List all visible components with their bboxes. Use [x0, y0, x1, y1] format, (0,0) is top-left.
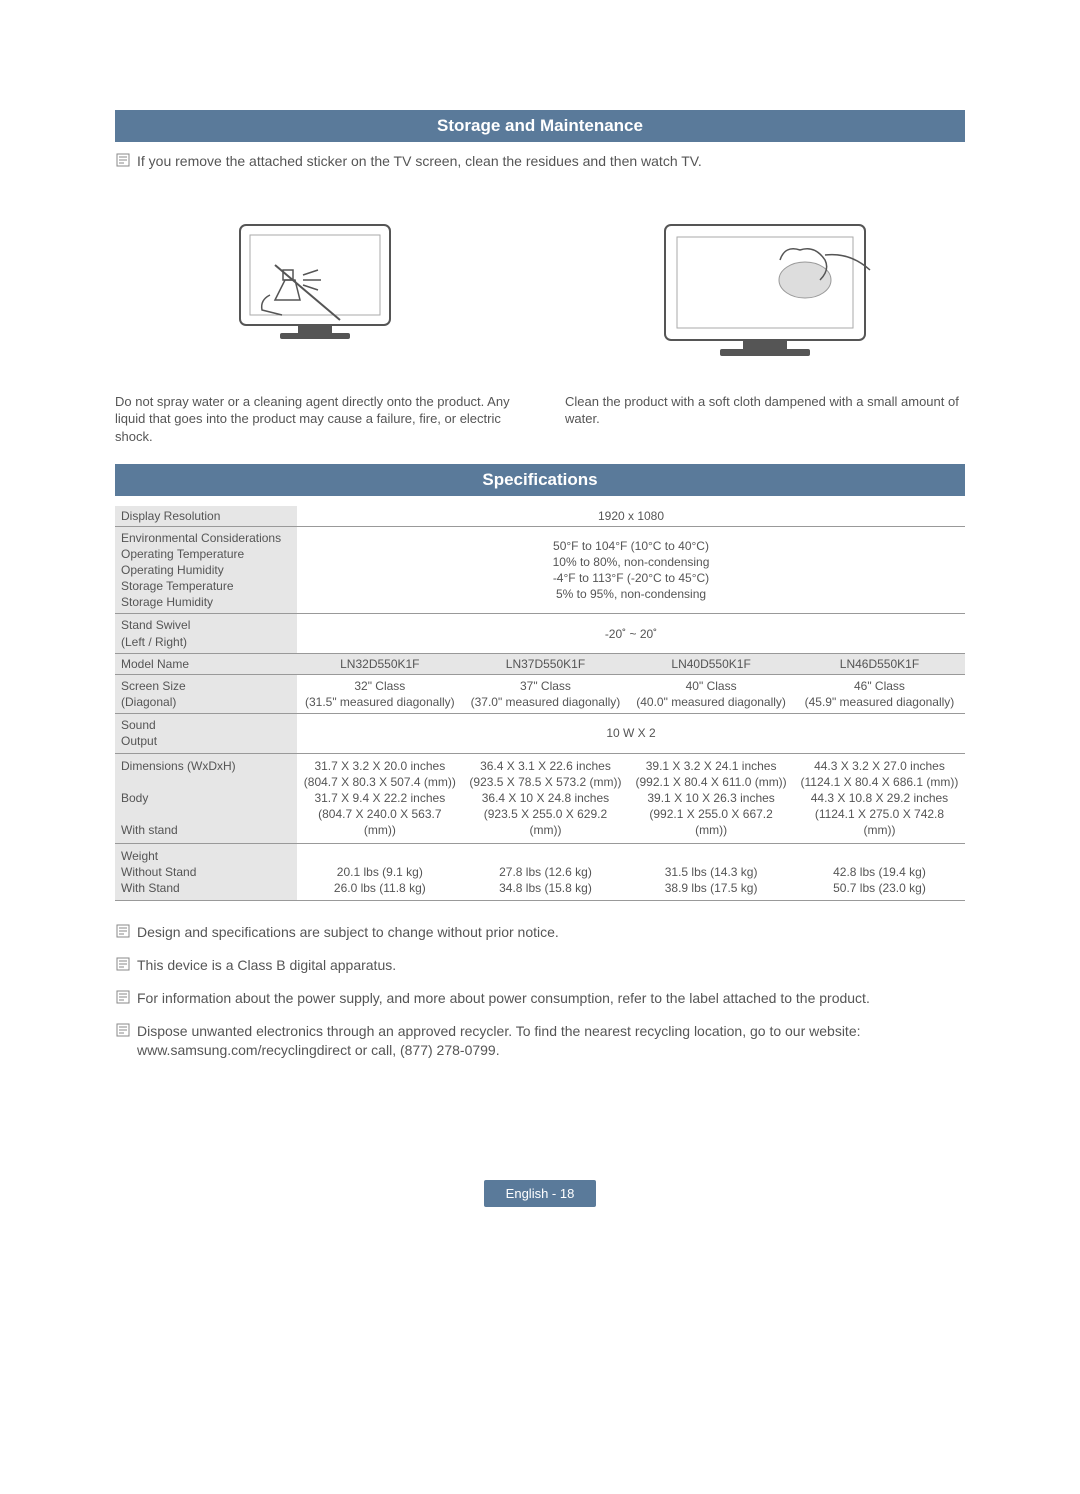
row-display-resolution: Display Resolution 1920 x 1080 — [115, 506, 965, 527]
page-footer: English - 18 — [115, 1180, 965, 1207]
footnote-3: For information about the power supply, … — [115, 989, 965, 1008]
footnote-3-text: For information about the power supply, … — [137, 989, 870, 1008]
row-dimensions: Dimensions (WxDxH) Body With stand 31.7 … — [115, 753, 965, 843]
specs-header: Specifications — [115, 464, 965, 496]
dim-b: 36.4 X 3.1 X 22.6 inches(923.5 X 78.5 X … — [463, 753, 629, 843]
footnote-2: This device is a Class B digital apparat… — [115, 956, 965, 975]
footnote-2-text: This device is a Class B digital apparat… — [137, 956, 396, 975]
screen-d: 46" Class(45.9" measured diagonally) — [794, 674, 965, 713]
model-a: LN32D550K1F — [297, 653, 463, 674]
footnote-1: Design and specifications are subject to… — [115, 923, 965, 942]
model-b: LN37D550K1F — [463, 653, 629, 674]
screen-b: 37" Class(37.0" measured diagonally) — [463, 674, 629, 713]
value-sound: 10 W X 2 — [297, 714, 965, 753]
weight-c: 31.5 lbs (14.3 kg)38.9 lbs (17.5 kg) — [628, 843, 794, 901]
label-display-resolution: Display Resolution — [115, 506, 297, 527]
value-swivel: -20˚ ~ 20˚ — [297, 614, 965, 653]
row-model: Model Name LN32D550K1F LN37D550K1F LN40D… — [115, 653, 965, 674]
caption-right: Clean the product with a soft cloth damp… — [565, 393, 965, 428]
label-weight: WeightWithout StandWith Stand — [115, 843, 297, 901]
tv-cloth-illustration — [565, 195, 965, 385]
screen-c: 40" Class(40.0" measured diagonally) — [628, 674, 794, 713]
page-footer-label: English - 18 — [484, 1180, 597, 1207]
note-icon — [115, 923, 133, 939]
dim-c: 39.1 X 3.2 X 24.1 inches(992.1 X 80.4 X … — [628, 753, 794, 843]
row-swivel: Stand Swivel(Left / Right) -20˚ ~ 20˚ — [115, 614, 965, 653]
weight-d: 42.8 lbs (19.4 kg)50.7 lbs (23.0 kg) — [794, 843, 965, 901]
label-screen: Screen Size(Diagonal) — [115, 674, 297, 713]
row-sound: SoundOutput 10 W X 2 — [115, 714, 965, 753]
note-icon — [115, 152, 133, 168]
model-c: LN40D550K1F — [628, 653, 794, 674]
illustration-left: Do not spray water or a cleaning agent d… — [115, 195, 515, 446]
value-display-resolution: 1920 x 1080 — [297, 506, 965, 527]
storage-header: Storage and Maintenance — [115, 110, 965, 142]
weight-b: 27.8 lbs (12.6 kg)34.8 lbs (15.8 kg) — [463, 843, 629, 901]
row-weight: WeightWithout StandWith Stand 20.1 lbs (… — [115, 843, 965, 901]
label-swivel: Stand Swivel(Left / Right) — [115, 614, 297, 653]
screen-a: 32" Class(31.5" measured diagonally) — [297, 674, 463, 713]
illustration-row: Do not spray water or a cleaning agent d… — [115, 195, 965, 446]
footnote-4: Dispose unwanted electronics through an … — [115, 1022, 965, 1060]
note-icon — [115, 1022, 133, 1038]
value-environmental: 50°F to 104°F (10°C to 40°C)10% to 80%, … — [297, 526, 965, 614]
sticker-note: If you remove the attached sticker on th… — [115, 152, 965, 171]
dim-d: 44.3 X 3.2 X 27.0 inches(1124.1 X 80.4 X… — [794, 753, 965, 843]
sticker-note-text: If you remove the attached sticker on th… — [137, 152, 702, 171]
model-d: LN46D550K1F — [794, 653, 965, 674]
label-environmental: Environmental ConsiderationsOperating Te… — [115, 526, 297, 614]
label-model: Model Name — [115, 653, 297, 674]
caption-left: Do not spray water or a cleaning agent d… — [115, 393, 515, 446]
dim-a: 31.7 X 3.2 X 20.0 inches(804.7 X 80.3 X … — [297, 753, 463, 843]
footnote-1-text: Design and specifications are subject to… — [137, 923, 559, 942]
tv-spray-illustration — [115, 195, 515, 385]
label-sound: SoundOutput — [115, 714, 297, 753]
weight-a: 20.1 lbs (9.1 kg)26.0 lbs (11.8 kg) — [297, 843, 463, 901]
row-environmental: Environmental ConsiderationsOperating Te… — [115, 526, 965, 614]
footer-notes: Design and specifications are subject to… — [115, 923, 965, 1059]
illustration-right: Clean the product with a soft cloth damp… — [565, 195, 965, 446]
note-icon — [115, 956, 133, 972]
footnote-4-text: Dispose unwanted electronics through an … — [137, 1022, 965, 1060]
label-dimensions: Dimensions (WxDxH) Body With stand — [115, 753, 297, 843]
note-icon — [115, 989, 133, 1005]
row-screen: Screen Size(Diagonal) 32" Class(31.5" me… — [115, 674, 965, 713]
specs-table: Display Resolution 1920 x 1080 Environme… — [115, 506, 965, 902]
